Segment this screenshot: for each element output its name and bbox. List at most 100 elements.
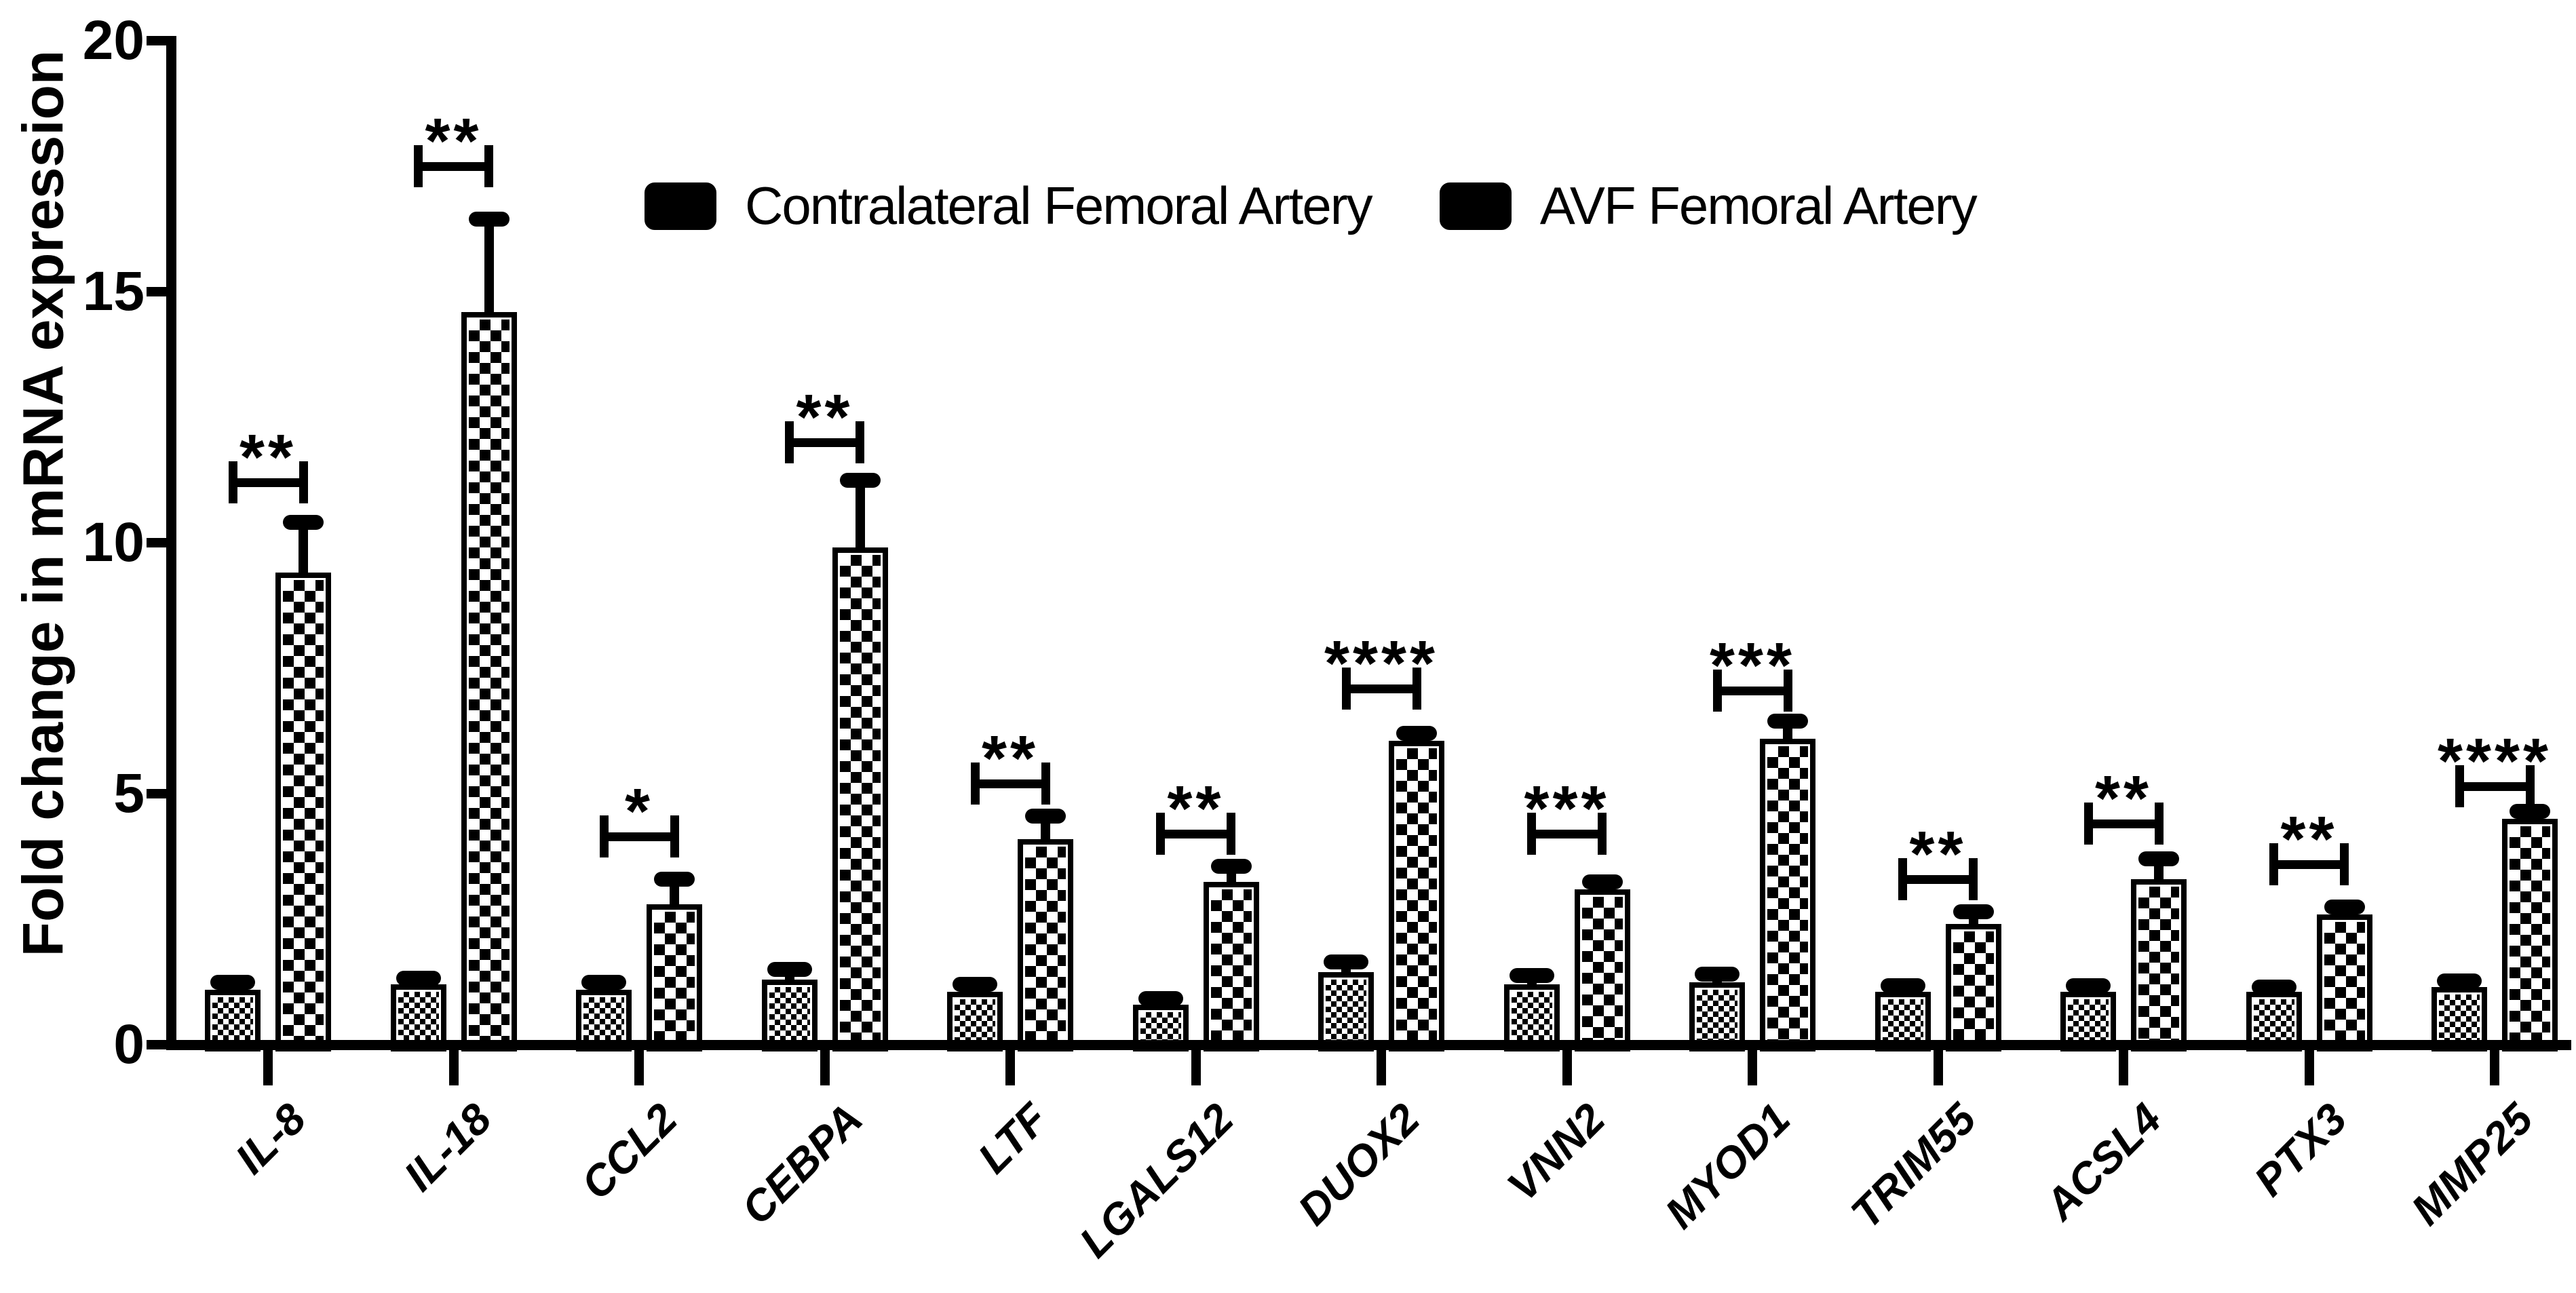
x-tick-label: IL-18 [394,1094,501,1201]
error-bar-cap [1210,859,1252,874]
fine-checker-pattern [1697,989,1737,1044]
x-tick-label: ACSL4 [2035,1094,2171,1229]
error-bar-cap [2138,851,2179,867]
coarse-checker-pattern [283,580,324,1044]
significance-bracket-end [299,461,308,504]
fine-checker-pattern [955,999,995,1044]
x-tick [634,1050,644,1085]
legend-swatch-fine-checker-icon [645,182,716,230]
x-tick-label: MYOD1 [1655,1094,1800,1238]
fine-checker-pattern [2253,999,2294,1044]
significance-bracket-end [856,421,864,463]
y-tick [147,1040,171,1049]
coarse-checker-pattern [1396,748,1437,1044]
significance-stars: ** [1167,773,1225,845]
significance-bracket-end [484,145,493,187]
fine-checker-pattern [1326,979,1366,1044]
coarse-checker-pattern [1025,846,1066,1044]
significance-bracket-end [1598,813,1607,855]
y-tick [147,538,171,547]
y-tick-label: 5 [113,763,145,824]
error-bar-cap [581,974,626,990]
significance-bracket-end [1898,857,1907,900]
significance-bracket-line [975,779,1045,789]
error-bar-cap [839,472,881,488]
x-tick [1933,1050,1943,1085]
significance-bracket-end [1712,670,1722,712]
y-tick-label: 15 [82,260,145,322]
error-bar-cap [1953,904,1994,919]
significance-bracket-end [1227,813,1235,855]
significance-bracket-end [1041,763,1050,805]
legend-item-contralateral: Contralateral Femoral Artery [645,175,1373,237]
legend-swatch-coarse-checker-icon [1439,182,1512,230]
significance-bracket-end [2269,843,2278,885]
significance-bracket-end [2340,843,2349,885]
bar-avf-VNN2 [1574,889,1630,1051]
bar-avf-IL-18 [461,311,517,1051]
x-tick [1005,1050,1015,1085]
x-tick-label: LGALS12 [1070,1094,1244,1267]
error-bar-cap [654,871,695,887]
coarse-checker-pattern [468,319,510,1044]
bar-avf-MYOD1 [1760,738,1815,1051]
fine-checker-pattern [2068,999,2109,1044]
significance-bracket-line [2088,819,2159,829]
x-tick [2119,1050,2128,1085]
coarse-checker-pattern [2510,826,2550,1044]
significance-bracket-end [970,763,980,805]
x-tick-label: VNN2 [1497,1094,1615,1211]
significance-stars: ** [425,105,482,177]
fine-checker-pattern [1140,1011,1181,1044]
x-tick-label: CEBPA [732,1094,872,1234]
x-tick-label: PTX3 [2245,1094,2357,1205]
significance-bracket-end [1527,813,1536,855]
coarse-checker-pattern [2138,886,2179,1044]
fine-checker-pattern [1511,992,1552,1044]
error-bar-cap [2437,973,2482,989]
bar-contralateral-MYOD1 [1689,982,1745,1051]
legend-item-avf: AVF Femoral Artery [1439,175,1978,237]
y-tick-label: 10 [82,512,145,573]
coarse-checker-pattern [2324,921,2365,1044]
error-bar-line [855,480,865,568]
bar-avf-MMP25 [2502,819,2558,1051]
error-bar-cap [1509,967,1554,983]
error-bar-cap [1767,713,1808,729]
y-tick [147,789,171,798]
coarse-checker-pattern [839,555,881,1044]
y-tick [147,287,171,296]
significance-stars: *** [1524,773,1610,845]
x-tick [2490,1050,2499,1085]
significance-bracket-end [670,815,679,857]
x-tick-label: LTF [969,1094,1058,1183]
fine-checker-pattern [398,992,439,1044]
x-tick-label: IL-8 [226,1094,315,1184]
significance-bracket-end [599,815,609,857]
significance-bracket-end [785,421,794,463]
error-bar-cap [210,974,255,990]
significance-bracket-end [1783,670,1792,712]
significance-bracket-end [1412,667,1421,710]
significance-bracket-end [2154,803,2164,845]
significance-bracket-line [1531,830,1602,839]
error-bar-cap [2510,803,2550,819]
error-bar-cap [1396,726,1437,741]
significance-bracket-end [1156,813,1165,855]
significance-stars: ** [982,722,1039,795]
significance-bracket-line [1717,687,1788,696]
x-tick-label: MMP25 [2401,1094,2542,1235]
error-bar-cap [2066,978,2111,994]
significance-stars: ** [2095,763,2152,835]
bar-avf-LGALS12 [1203,881,1259,1051]
x-tick [1377,1050,1386,1085]
error-bar-cap [1324,954,1368,969]
coarse-checker-pattern [654,911,695,1044]
error-bar-cap [1025,809,1066,824]
legend-label-contralateral: Contralateral Femoral Artery [745,176,1373,235]
significance-bracket-end [2083,803,2093,845]
error-bar-cap [1581,874,1623,889]
y-tick-label: 20 [82,9,145,71]
coarse-checker-pattern [1210,889,1252,1044]
